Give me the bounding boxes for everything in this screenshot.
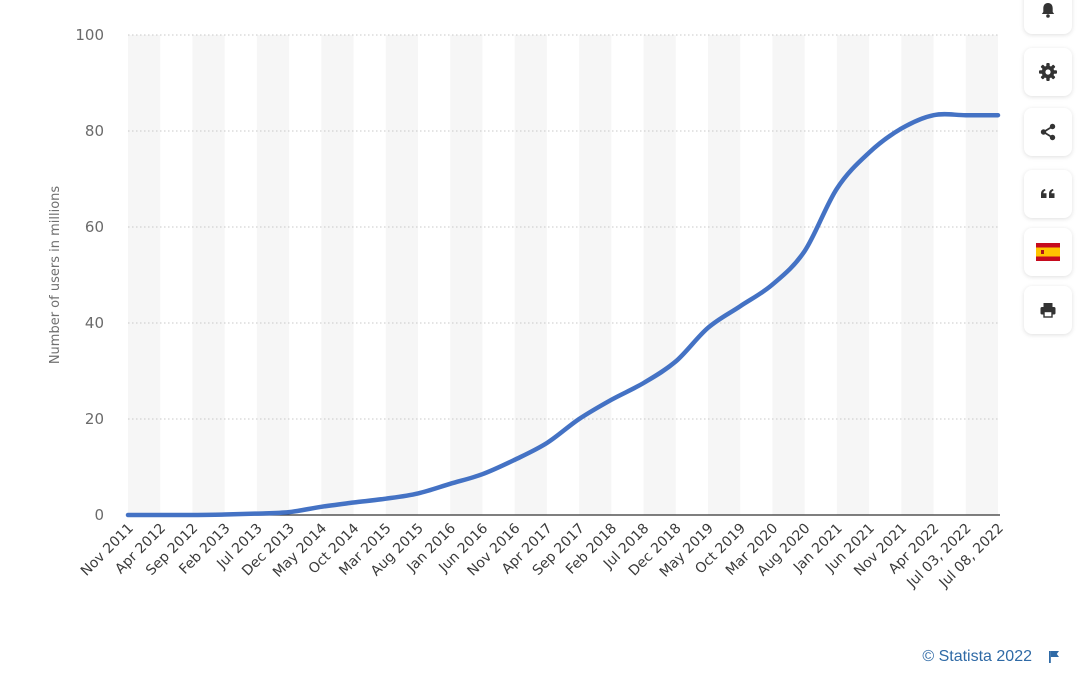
background-band [901,35,934,515]
y-tick-label: 60 [85,218,104,236]
y-tick-label: 80 [85,122,104,140]
background-band [708,35,741,515]
share-icon [1040,123,1056,141]
y-tick-label: 20 [85,410,104,428]
background-band [514,35,547,515]
gear-icon [1039,63,1057,81]
language-button[interactable] [1024,228,1072,276]
background-band [128,35,161,515]
y-axis-ticks: 0 20 40 60 80 100 [75,26,104,524]
background-band [643,35,676,515]
background-band [772,35,805,515]
spain-flag-icon [1036,243,1060,261]
print-button[interactable] [1024,286,1072,334]
background-band [450,35,483,515]
background-band [256,35,290,515]
quote-icon [1041,189,1055,198]
notification-button[interactable] [1024,0,1072,34]
y-tick-label: 40 [85,314,104,332]
series-line [125,111,1001,518]
background-band [321,35,354,515]
background-band [192,35,225,515]
y-tick-label: 100 [75,26,104,44]
plot-background-bands [128,35,998,515]
share-button[interactable] [1024,108,1072,156]
y-axis-label: Number of users in millions [48,186,63,365]
background-band [836,35,870,515]
settings-button[interactable] [1024,48,1072,96]
gridlines [128,34,998,420]
background-band [385,35,418,515]
bell-icon [1041,3,1055,18]
y-tick-label: 0 [94,506,104,524]
background-band [965,35,998,515]
citation-button[interactable] [1024,170,1072,218]
print-icon [1040,303,1056,318]
background-band [579,35,612,515]
report-flag-icon[interactable] [1048,650,1060,664]
statista-credit-link[interactable]: © Statista 2022 [922,648,1032,665]
